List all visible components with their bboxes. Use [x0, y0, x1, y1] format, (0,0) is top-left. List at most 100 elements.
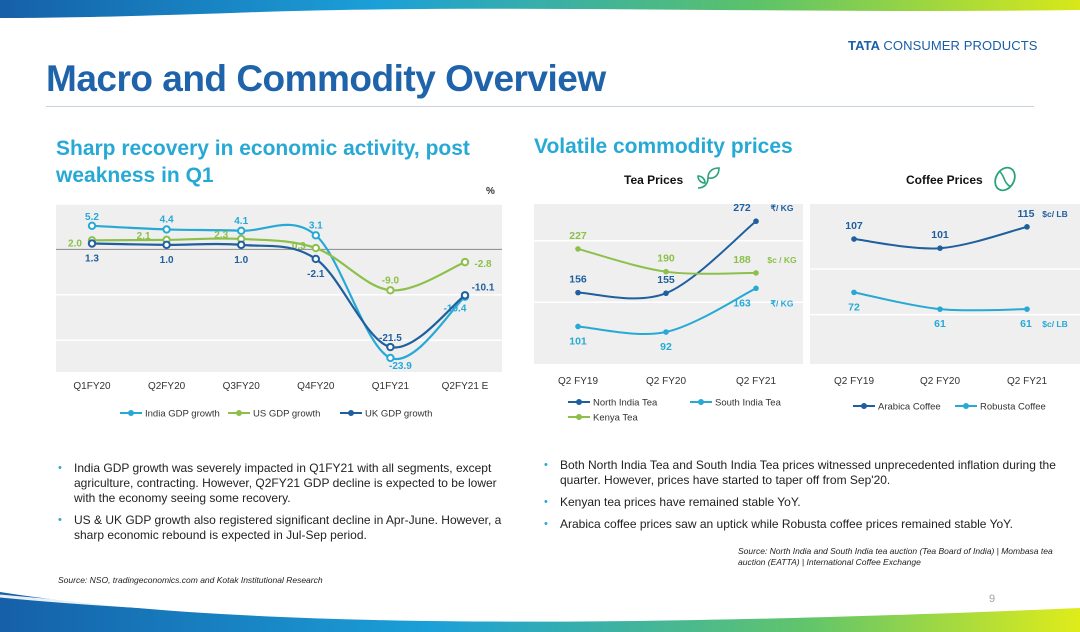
tea-leaf-icon — [697, 167, 720, 189]
legend-label-kenya-tea: Kenya Tea — [593, 413, 638, 424]
right-subtitle: Volatile commodity prices — [534, 135, 793, 158]
data-point — [162, 240, 171, 250]
data-label: 101 — [931, 229, 949, 241]
coffee-plot-area — [810, 204, 1080, 364]
unit-label: % — [486, 186, 495, 197]
legend-label-india-gdp-growth: India GDP growth — [145, 409, 220, 420]
data-point — [311, 254, 320, 264]
bottom-gradient-band — [0, 592, 1080, 632]
x-tick-label: Q2 FY19 — [834, 376, 874, 387]
tea-plot-area — [534, 204, 803, 364]
data-point — [663, 290, 669, 297]
x-tick-label: Q1FY20 — [73, 381, 111, 392]
data-label: 115 — [1018, 208, 1035, 220]
data-point — [753, 218, 759, 225]
data-label: 2.3 — [214, 230, 228, 241]
page-number: 9 — [989, 593, 996, 605]
data-point — [162, 225, 171, 234]
x-tick-label: Q2FY21 E — [442, 381, 489, 392]
data-label: 1.3 — [85, 254, 99, 265]
data-point — [937, 306, 943, 312]
x-tick-label: Q2FY20 — [148, 381, 186, 392]
data-point — [311, 243, 320, 253]
legend-label-uk-gdp-growth: UK GDP growth — [365, 409, 432, 420]
data-label: 2.1 — [137, 231, 151, 242]
left-bullets: India GDP growth was severely impacted i… — [58, 461, 506, 550]
x-tick-label: Q2 FY20 — [920, 376, 960, 387]
data-point — [753, 270, 759, 276]
data-point — [851, 289, 857, 296]
data-label: 0.3 — [292, 241, 306, 252]
data-label: 190 — [657, 253, 675, 265]
coffee-bean-icon — [994, 166, 1016, 192]
data-label: -21.5 — [379, 333, 402, 344]
data-label: 163 — [733, 297, 751, 309]
data-point — [663, 329, 669, 335]
data-point — [575, 246, 581, 252]
data-point — [386, 353, 395, 363]
title-divider — [46, 106, 1034, 107]
bullet-item: Kenyan tea prices have remained stable Y… — [544, 495, 1064, 510]
data-label: 155 — [657, 274, 675, 286]
data-label: -10.4 — [444, 304, 467, 315]
data-point — [460, 291, 470, 300]
data-label: 1.0 — [160, 255, 174, 266]
data-label: 188 — [733, 254, 751, 266]
legend-marker-us-gdp-growth — [236, 410, 242, 416]
data-label: 227 — [569, 230, 587, 242]
unit-label: $c / KG — [767, 255, 797, 265]
data-point — [386, 286, 395, 295]
unit-label: ₹/ KG — [771, 298, 794, 308]
data-point — [386, 342, 395, 352]
data-point — [460, 257, 470, 267]
unit-label: ₹/ KG — [771, 203, 794, 213]
data-label: 1.0 — [234, 255, 248, 266]
top-gradient-band — [0, 0, 1080, 18]
right-bullets: Both North India Tea and South India Tea… — [544, 458, 1064, 539]
data-label: -2.8 — [474, 259, 492, 270]
data-label: 2.0 — [68, 238, 82, 249]
data-label: 92 — [660, 341, 672, 353]
data-point — [575, 323, 581, 330]
data-point — [851, 236, 857, 242]
legend-marker-south-india-tea — [698, 399, 704, 405]
data-label: 4.1 — [234, 216, 248, 227]
brand-logo: TATA CONSUMER PRODUCTS — [848, 38, 1038, 53]
data-point — [1024, 224, 1030, 230]
data-label: 72 — [848, 301, 860, 313]
x-tick-label: Q2 FY21 — [736, 376, 776, 387]
data-label: 101 — [569, 335, 587, 347]
data-label: 107 — [845, 220, 863, 232]
bullet-item: Arabica coffee prices saw an uptick whil… — [544, 517, 1064, 532]
gdp-plot-area — [56, 204, 502, 372]
data-point — [237, 240, 246, 250]
left-source-note: Source: NSO, tradingeconomics.com and Ko… — [58, 575, 323, 585]
data-point — [311, 231, 320, 240]
right-source-note: Source: North India and South India tea … — [738, 546, 1053, 567]
unit-label: $c/ LB — [1042, 209, 1068, 219]
legend-label-us-gdp-growth: US GDP growth — [253, 409, 320, 420]
legend-marker-robusta-coffee — [963, 403, 969, 409]
data-label: -10.1 — [472, 282, 495, 293]
data-point — [575, 289, 581, 296]
slide-title: Macro and Commodity Overview — [46, 58, 606, 99]
legend-marker-india-gdp-growth — [128, 410, 134, 416]
x-tick-label: Q2 FY21 — [1007, 376, 1047, 387]
bullet-item: India GDP growth was severely impacted i… — [58, 461, 506, 506]
data-label: 3.1 — [309, 220, 323, 231]
legend-marker-arabica-coffee — [861, 403, 867, 409]
x-tick-label: Q2 FY19 — [558, 376, 598, 387]
legend-marker-uk-gdp-growth — [348, 410, 354, 416]
data-label: 4.4 — [160, 214, 174, 225]
x-tick-label: Q1FY21 — [372, 381, 410, 392]
coffee-prices-title: Coffee Prices — [906, 173, 983, 187]
data-point — [937, 245, 943, 251]
data-label: 272 — [733, 202, 751, 214]
data-label: 156 — [569, 274, 587, 286]
data-point — [1024, 306, 1030, 312]
series-line-us-gdp-growth — [91, 237, 466, 292]
